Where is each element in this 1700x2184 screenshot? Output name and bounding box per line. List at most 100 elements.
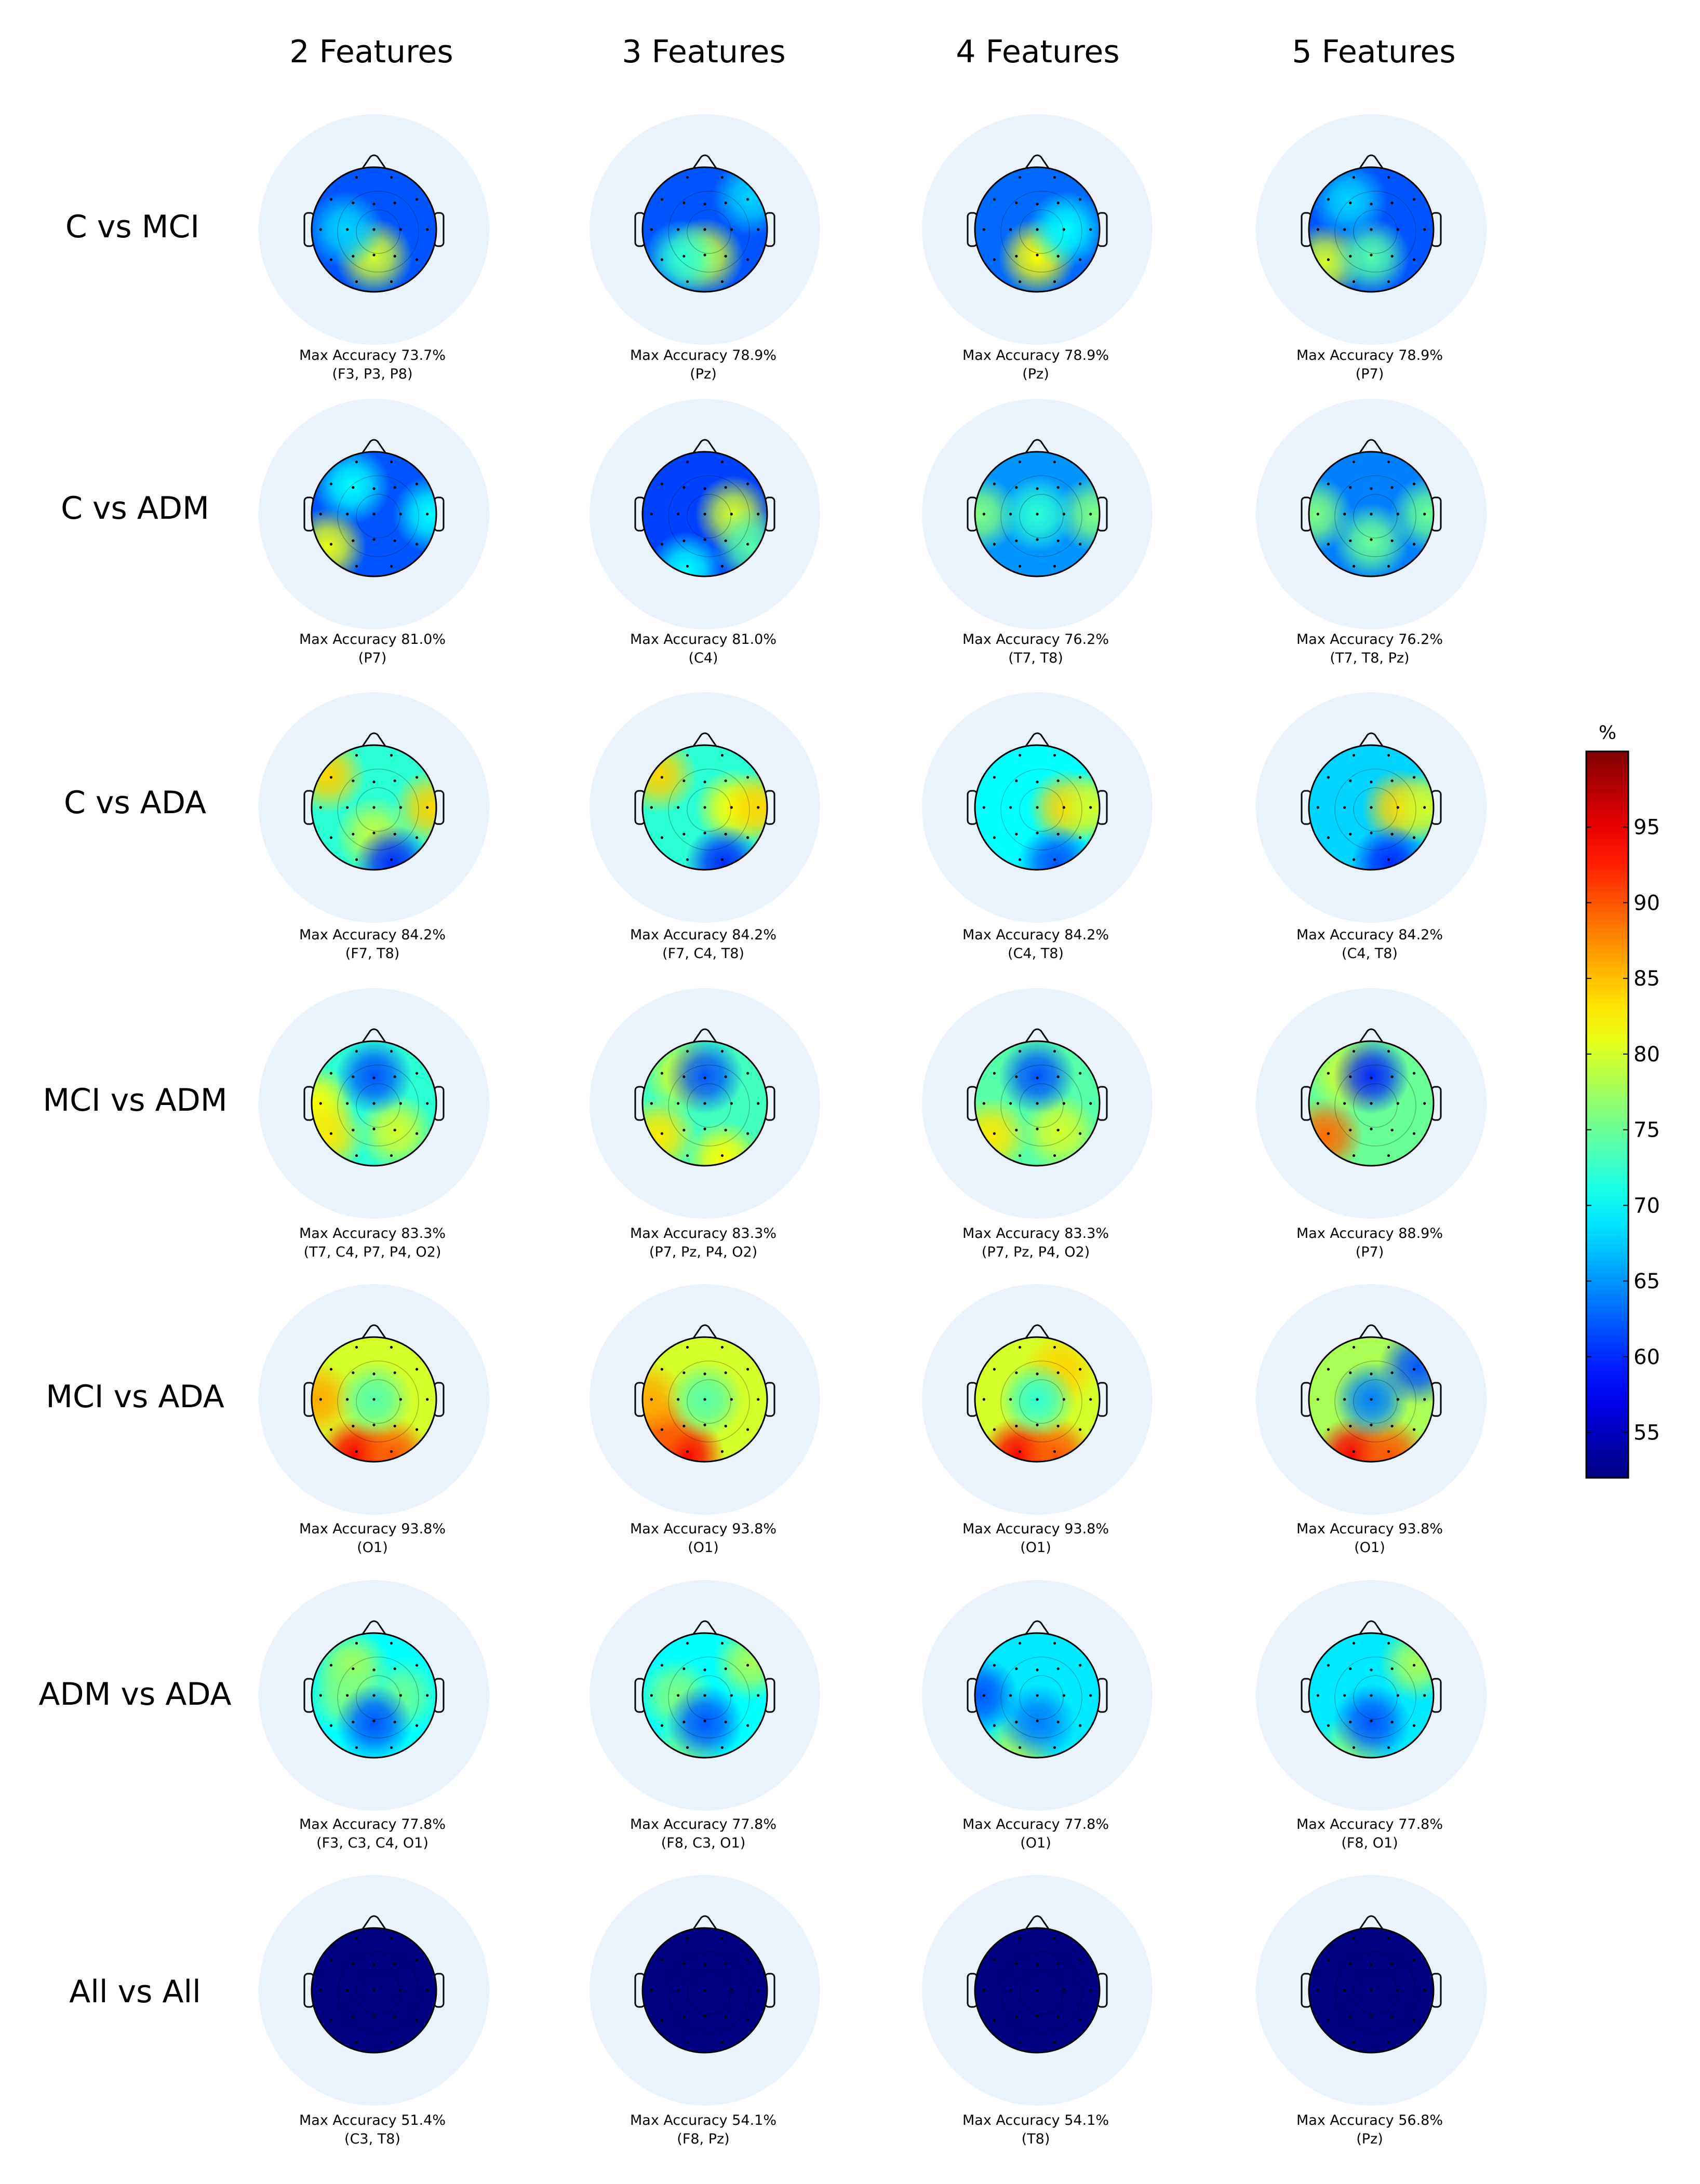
electrode-C3 [1009, 1694, 1012, 1697]
channel-list-label: (Pz) [1356, 2131, 1383, 2147]
electrode-P4 [1390, 254, 1394, 258]
topoplot-r6-c4: Max Accuracy 77.8% (F8, O1) [1256, 1580, 1487, 1851]
electrode-P8 [1078, 1428, 1082, 1431]
electrode-T8 [757, 1989, 760, 1992]
electrode-Fp2 [390, 1345, 393, 1349]
electrode-F7 [329, 198, 333, 201]
electrode-F7 [1327, 776, 1330, 779]
electrode-O1 [355, 1154, 358, 1157]
electrode-O2 [1053, 2041, 1056, 2044]
electrode-P4 [1056, 832, 1060, 835]
electrode-C3 [1343, 1989, 1346, 1992]
electrode-P8 [1412, 1428, 1416, 1431]
electrode-F4 [724, 1371, 727, 1374]
channel-list-label: (O1) [1020, 1835, 1051, 1851]
electrode-T8 [426, 1989, 429, 1992]
channel-list-label: (P7) [358, 650, 387, 666]
electrode-O1 [355, 1746, 358, 1749]
electrode-O2 [1387, 1450, 1390, 1453]
channel-list-label: (C4) [688, 650, 718, 666]
accuracy-spot-T8 [1390, 475, 1434, 553]
nose-shape [1359, 154, 1384, 169]
electrode-T7 [650, 513, 653, 516]
contour-line [356, 787, 400, 832]
topoplot-grid: Max Accuracy 73.7%(F3, P3, P8)Max Accura… [259, 114, 1487, 2147]
electrode-T8 [1089, 1398, 1092, 1401]
contour-line [337, 769, 419, 851]
electrode-P7 [1327, 258, 1330, 261]
electrode-Cz [703, 513, 706, 516]
electrode-Cz [1370, 228, 1373, 231]
electrode-Fp2 [1053, 1049, 1056, 1053]
electrode-C4 [1396, 1398, 1399, 1401]
electrode-P8 [415, 258, 419, 261]
electrode-O1 [686, 1154, 689, 1157]
electrode-Cz [1036, 1989, 1039, 1992]
channel-list-label: (P7) [1356, 1244, 1384, 1260]
electrode-P4 [724, 832, 727, 835]
electrode-C4 [1062, 1398, 1065, 1401]
max-accuracy-label: Max Accuracy 83.3% [299, 1225, 446, 1242]
electrode-C4 [399, 1398, 402, 1401]
electrode-Fp2 [390, 753, 393, 757]
electrode-F7 [660, 1664, 664, 1667]
max-accuracy-label: Max Accuracy 73.7% [299, 347, 446, 363]
head-outline [974, 1927, 1101, 2054]
electrode-F7 [1327, 198, 1330, 201]
electrode-C3 [346, 1989, 349, 1992]
nose-shape [362, 1620, 386, 1635]
topoplot-r4-c1: Max Accuracy 83.3% (T7, C4, P7, P4, O2) [259, 988, 489, 1260]
electrode-Cz [372, 1102, 376, 1105]
electrode-F8 [415, 198, 419, 201]
electrode-Pz [372, 538, 376, 541]
electrode-T8 [1423, 1398, 1426, 1401]
electrode-C3 [677, 1694, 680, 1697]
electrode-Pz [1370, 1127, 1373, 1130]
accuracy-spot-T7 [975, 1656, 1019, 1734]
electrode-Fp1 [1018, 460, 1022, 464]
electrode-T8 [426, 228, 429, 231]
nose-shape [692, 1915, 717, 1930]
electrode-F7 [329, 1959, 333, 1962]
contour-line [1353, 1379, 1398, 1424]
head-outline [311, 166, 437, 293]
electrode-Cz [703, 228, 706, 231]
electrode-Pz [703, 1127, 706, 1130]
electrode-Fz [1036, 1076, 1039, 1080]
electrode-O1 [355, 858, 358, 861]
electrode-T8 [757, 1694, 760, 1697]
electrode-O1 [686, 1746, 689, 1749]
electrode-P8 [1078, 258, 1082, 261]
electrode-F4 [724, 486, 727, 489]
electrode-O2 [390, 858, 393, 861]
electrode-Pz [703, 538, 706, 541]
electrode-Cz [1036, 1694, 1039, 1697]
electrode-P4 [1390, 1424, 1394, 1427]
electrode-O1 [686, 2041, 689, 2044]
electrode-Fp1 [1018, 176, 1022, 179]
electrode-Fp2 [720, 753, 724, 757]
electrode-F4 [1056, 486, 1060, 489]
electrode-T7 [650, 806, 653, 809]
nose-shape [1025, 439, 1050, 453]
electrode-P8 [746, 1724, 749, 1727]
accuracy-spot-P7 [1309, 1097, 1364, 1166]
electrode-P4 [1056, 1424, 1060, 1427]
electrode-Fp1 [686, 1936, 689, 1940]
electrode-F4 [1056, 1667, 1060, 1670]
electrode-P8 [1412, 1724, 1416, 1727]
electrode-O2 [720, 280, 724, 284]
electrode-F4 [393, 486, 396, 489]
electrode-P3 [1349, 2015, 1352, 2018]
electrode-Cz [372, 1989, 376, 1992]
electrode-F8 [1412, 1072, 1416, 1075]
electrode-P4 [1056, 539, 1060, 542]
electrode-T8 [757, 513, 760, 516]
electrode-P8 [415, 543, 419, 546]
electrode-F8 [1412, 776, 1416, 779]
contour-line [687, 1083, 731, 1128]
accuracy-spot-F8 [1378, 1337, 1434, 1406]
electrode-Cz [1370, 1694, 1373, 1697]
electrode-F3 [682, 1075, 686, 1078]
electrode-Pz [1036, 253, 1039, 257]
